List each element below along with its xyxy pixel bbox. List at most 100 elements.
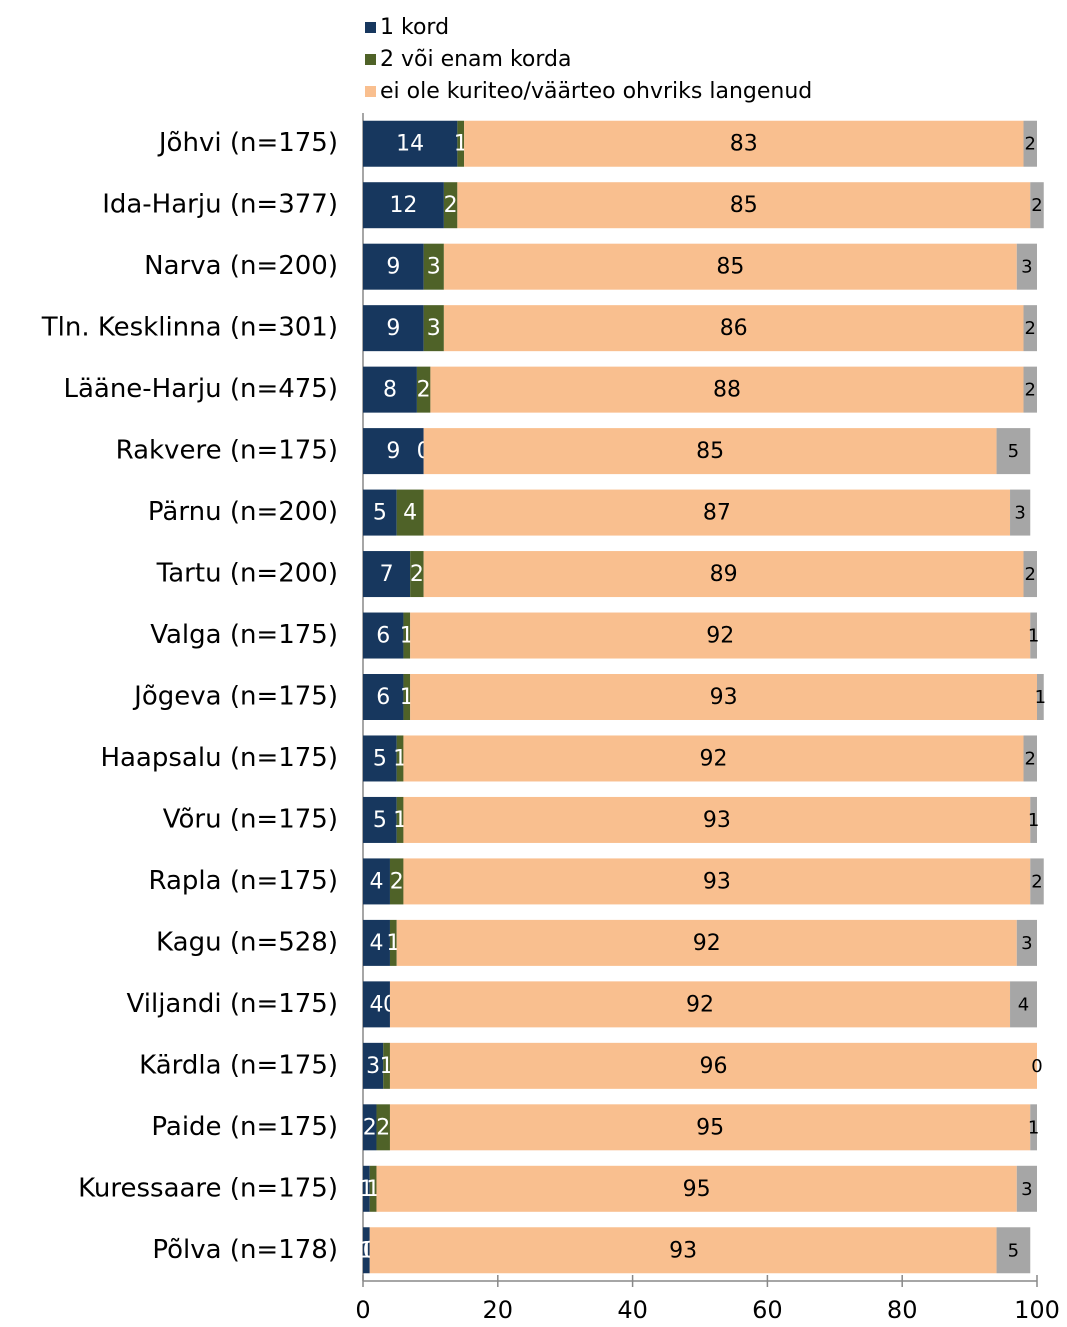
- bar-segment: [457, 182, 1031, 229]
- bar-segment: [363, 120, 458, 167]
- data-label: 86: [720, 316, 748, 341]
- data-label: 2: [1025, 380, 1036, 401]
- data-label: 6: [376, 685, 390, 710]
- data-label: 85: [716, 255, 744, 280]
- y-tick-label: Viljandi (n=175): [127, 989, 338, 1019]
- data-label: 92: [693, 931, 721, 956]
- data-label: 6: [376, 624, 390, 649]
- bar-segment: [363, 858, 390, 905]
- data-label: 2: [363, 1115, 377, 1140]
- legend-label: 1 kord: [380, 15, 449, 40]
- legend-label: ei ole kuriteo/väärteo ohvriks langenud: [380, 79, 812, 104]
- y-tick-label: Jõgeva (n=175): [132, 682, 338, 712]
- bar-segment: [423, 428, 997, 475]
- data-label: 2: [1031, 871, 1042, 892]
- data-label: 3: [427, 255, 441, 280]
- bar-segment: [1030, 858, 1044, 905]
- data-label: 7: [380, 562, 394, 587]
- data-label: 1: [1035, 687, 1046, 708]
- data-label: 1: [1028, 1117, 1039, 1138]
- x-tick-label: 80: [887, 1296, 918, 1324]
- bar-segment: [1030, 796, 1037, 843]
- bar-segment: [363, 612, 404, 659]
- y-tick-label: Kuressaare (n=175): [78, 1173, 338, 1203]
- bar-segment: [403, 612, 411, 659]
- bar-segment: [1030, 182, 1044, 229]
- data-label: 2: [1031, 195, 1042, 216]
- bar-segment: [389, 1104, 1031, 1151]
- data-label: 12: [389, 193, 417, 218]
- y-tick-label: Narva (n=200): [144, 251, 338, 281]
- data-label: 3: [1021, 257, 1032, 278]
- data-label: 9: [386, 316, 400, 341]
- bar-segment: [423, 551, 1024, 598]
- bar-segment: [363, 674, 404, 720]
- legend-swatch: [365, 22, 376, 33]
- bar-segment: [363, 489, 397, 536]
- data-label: 4: [369, 869, 383, 894]
- data-label: 3: [366, 1054, 380, 1079]
- data-label: 92: [699, 746, 727, 771]
- bar-segment: [383, 1042, 390, 1089]
- data-label: 93: [703, 869, 731, 894]
- bar-segment: [1023, 120, 1037, 167]
- data-label: 5: [1008, 441, 1019, 462]
- data-label: 2: [390, 869, 404, 894]
- data-label: 3: [1021, 1179, 1032, 1200]
- data-label: 2: [1025, 748, 1036, 769]
- data-label: 5: [373, 501, 387, 526]
- bar-segment: [363, 428, 424, 475]
- bar-segment: [1023, 305, 1037, 352]
- bar-segment: [389, 981, 1011, 1028]
- data-label: 1: [1028, 810, 1039, 831]
- data-label: 3: [1021, 933, 1032, 954]
- bar-segment: [443, 305, 1024, 352]
- y-tick-label: Paide (n=175): [151, 1112, 338, 1142]
- bar-segment: [403, 796, 1031, 843]
- data-label: 2: [1025, 564, 1036, 585]
- bar-segment: [1016, 243, 1037, 290]
- x-tick-label: 0: [355, 1296, 370, 1324]
- data-label: 93: [669, 1238, 697, 1263]
- data-label: 5: [373, 808, 387, 833]
- bar-segment: [1023, 366, 1037, 413]
- data-label: 4: [369, 992, 383, 1017]
- data-label: 95: [683, 1177, 711, 1202]
- data-label: 83: [730, 132, 758, 157]
- data-label: 2: [410, 562, 424, 587]
- y-tick-label: Võru (n=175): [163, 804, 338, 834]
- data-label: 2: [417, 378, 431, 403]
- bar-segment: [423, 489, 1011, 536]
- data-label: 5: [1008, 1240, 1019, 1261]
- bar-segment: [363, 182, 444, 229]
- data-label: 3: [427, 316, 441, 341]
- data-label: 9: [386, 439, 400, 464]
- bar-segment: [1023, 735, 1037, 782]
- bar-segment: [369, 1227, 997, 1274]
- bar-segment: [1010, 489, 1031, 536]
- data-label: 4: [403, 501, 417, 526]
- data-label: 1: [1028, 626, 1039, 647]
- y-tick-label: Tln. Kesklinna (n=301): [41, 313, 338, 343]
- y-tick-label: Põlva (n=178): [152, 1235, 338, 1265]
- bar-segment: [389, 1042, 1038, 1089]
- data-label: 5: [373, 746, 387, 771]
- bar-segment: [423, 243, 444, 290]
- data-label: 2: [1025, 134, 1036, 155]
- bar-segment: [396, 489, 424, 536]
- bar-segment: [1037, 674, 1044, 720]
- bar-segment: [410, 674, 1037, 720]
- data-label: 92: [706, 624, 734, 649]
- bar-segment: [1023, 551, 1037, 598]
- bar-segment: [396, 919, 1017, 966]
- data-label: 2: [444, 193, 458, 218]
- bar-segment: [410, 612, 1031, 659]
- y-tick-label: Kagu (n=528): [156, 927, 338, 957]
- data-label: 93: [710, 685, 738, 710]
- bar-segment: [396, 735, 404, 782]
- bar-segment: [363, 1165, 370, 1212]
- bar-segment: [403, 674, 411, 720]
- data-label: 14: [396, 132, 424, 157]
